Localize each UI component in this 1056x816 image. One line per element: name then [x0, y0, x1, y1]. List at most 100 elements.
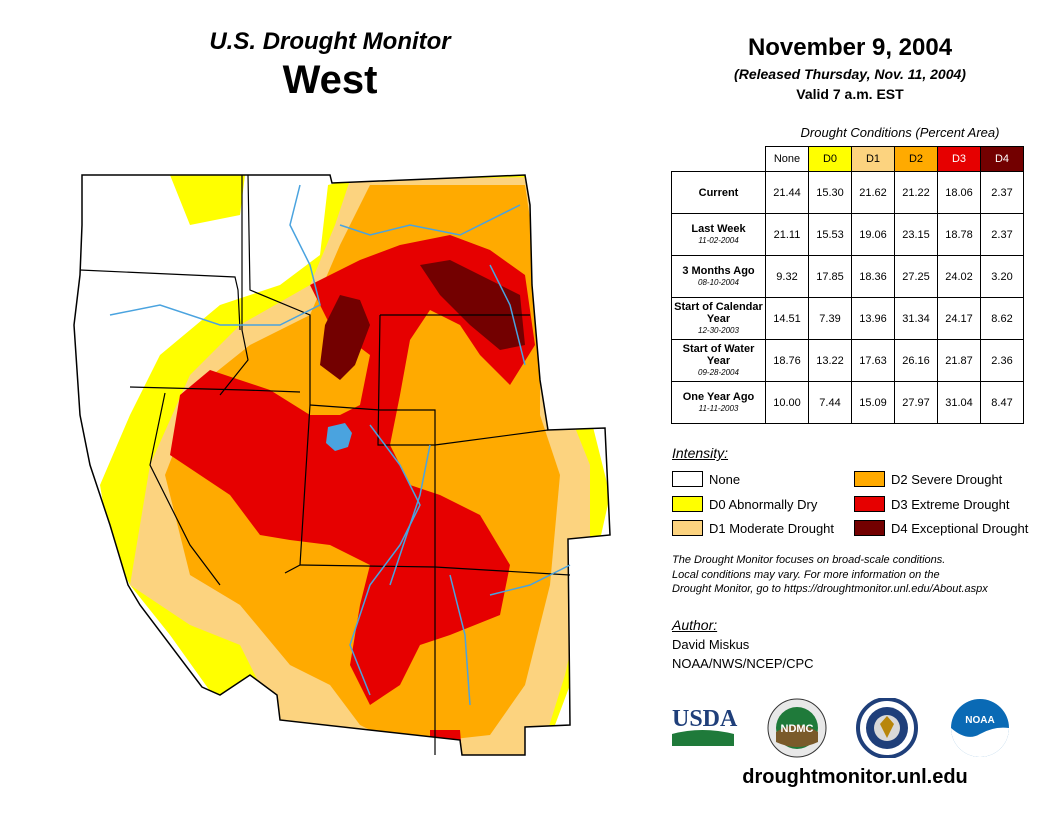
ndmc-logo-text: NDMC — [781, 723, 814, 735]
table-cell: 18.06 — [937, 171, 981, 214]
d4-area-1 — [320, 295, 370, 380]
table-cell: 27.97 — [894, 381, 938, 424]
legend-label: D0 Abnormally Dry — [709, 496, 818, 512]
row-label-text: Current — [698, 186, 739, 199]
row-label: Start of Calendar Year 12-30-2003 — [671, 297, 766, 340]
great-salt-lake — [326, 423, 352, 451]
table-cell: 21.87 — [937, 339, 981, 382]
map-title-block: U.S. Drought Monitor West — [150, 28, 510, 103]
table-cell: 31.34 — [894, 297, 938, 340]
row-label-text: Last Week — [691, 222, 746, 235]
table-cell: 10.00 — [765, 381, 809, 424]
ndmc-logo: NDMC — [767, 698, 827, 758]
table-row: Start of Water Year 09-28-2004 18.76 13.22 1… — [671, 339, 1024, 382]
noaa-logo: NOAA — [951, 699, 1009, 757]
d3-area — [170, 235, 535, 705]
d0-area-north — [170, 175, 245, 225]
author-org: NOAA/NWS/NCEP/CPC — [672, 656, 814, 671]
row-label-text: Start of Water Year — [682, 342, 755, 367]
row-label: Last Week 11-02-2004 — [671, 213, 766, 256]
product-title: U.S. Drought Monitor — [209, 28, 451, 55]
table-row: 3 Months Ago 08-10-2004 9.32 17.85 18.36 27.2… — [671, 255, 1024, 298]
author-name: David Miskus — [672, 637, 750, 652]
legend-label: D3 Extreme Drought — [891, 496, 1010, 512]
row-label-text: 3 Months Ago — [682, 264, 755, 277]
release-date: (Released Thursday, Nov. 11, 2004) — [734, 66, 966, 82]
legend-item: D4 Exceptional Drought — [854, 519, 1028, 537]
website-url[interactable]: droughtmonitor.unl.edu — [742, 766, 968, 788]
map-date: November 9, 2004 — [747, 34, 953, 61]
table-cell: 2.36 — [980, 339, 1024, 382]
row-label: Start of Water Year 09-28-2004 — [671, 339, 766, 382]
table-cell: 18.76 — [765, 339, 809, 382]
table-cell: 24.17 — [937, 297, 981, 340]
legend-item: D1 Moderate Drought — [672, 519, 834, 537]
region-title: West — [282, 58, 378, 102]
col-header: D2 — [894, 146, 938, 172]
col-header: D4 — [980, 146, 1024, 172]
table-caption: Drought Conditions (Percent Area) — [800, 125, 1000, 140]
table-cell: 7.39 — [808, 297, 852, 340]
table-cell: 2.37 — [980, 213, 1024, 256]
row-date: 08-10-2004 — [698, 277, 739, 287]
rivers — [109, 184, 571, 706]
legend-item: D3 Extreme Drought — [854, 495, 1010, 513]
legend-item: D2 Severe Drought — [854, 470, 1002, 488]
col-header: D3 — [937, 146, 981, 172]
d4-area-2 — [420, 260, 525, 350]
row-date: 11-11-2003 — [698, 403, 739, 413]
note-text: The Drought Monitor focuses on broad-sca… — [672, 553, 1042, 597]
legend-label: D4 Exceptional Drought — [891, 520, 1029, 536]
usda-logo: USDA — [672, 706, 738, 746]
row-date: 12-30-2003 — [698, 325, 739, 335]
drought-areas — [74, 175, 610, 755]
table-cell: 21.62 — [851, 171, 895, 214]
author-title: Author: — [672, 617, 718, 633]
table-cell: 21.44 — [765, 171, 809, 214]
row-label: 3 Months Ago 08-10-2004 — [671, 255, 766, 298]
legend-item: None — [672, 470, 740, 488]
row-date: 09-28-2004 — [698, 367, 739, 377]
table-cell: 26.16 — [894, 339, 938, 382]
table-cell: 15.09 — [851, 381, 895, 424]
note-line: Local conditions may vary. For more info… — [672, 568, 940, 581]
table-cell: 18.36 — [851, 255, 895, 298]
drought-conditions-table: None D0 D1 D2 D3 D4 Current 21.44 15.30 21.… — [671, 146, 1024, 424]
table-row: One Year Ago 11-11-2003 10.00 7.44 15.09 27.9… — [671, 381, 1024, 424]
table-cell: 8.62 — [980, 297, 1024, 340]
table-cell: 7.44 — [808, 381, 852, 424]
table-cell: 14.51 — [765, 297, 809, 340]
region-outline — [73, 174, 611, 756]
table-cell: 17.63 — [851, 339, 895, 382]
col-header: D0 — [808, 146, 852, 172]
table-cell: 15.53 — [808, 213, 852, 256]
table-cell: 19.06 — [851, 213, 895, 256]
table-cell: 2.37 — [980, 171, 1024, 214]
table-cell: 13.96 — [851, 297, 895, 340]
col-header: None — [765, 146, 809, 172]
legend-item: D0 Abnormally Dry — [672, 495, 817, 513]
legend-swatch — [672, 496, 703, 512]
table-cell: 23.15 — [894, 213, 938, 256]
commerce-logo — [856, 698, 918, 758]
table-cell: 18.78 — [937, 213, 981, 256]
usda-logo-text: USDA — [672, 706, 738, 732]
row-label: One Year Ago 11-11-2003 — [671, 381, 766, 424]
table-row: Start of Calendar Year 12-30-2003 14.51 7.3… — [671, 297, 1024, 340]
table-cell: 27.25 — [894, 255, 938, 298]
table-cell: 8.47 — [980, 381, 1024, 424]
row-label-text: One Year Ago — [682, 390, 755, 403]
drought-map — [73, 174, 611, 756]
table-cell: 3.20 — [980, 255, 1024, 298]
table-cell: 9.32 — [765, 255, 809, 298]
table-cell: 21.11 — [765, 213, 809, 256]
row-label: Current — [671, 171, 766, 214]
legend-swatch — [854, 471, 885, 487]
agency-logos: USDA NDMC NOAA — [672, 698, 1009, 758]
note-line: The Drought Monitor focuses on broad-sca… — [672, 554, 946, 566]
legend-swatch — [672, 471, 703, 487]
table-cell: 13.22 — [808, 339, 852, 382]
note-line: Drought Monitor, go to https://droughtmo… — [672, 583, 988, 595]
table-cell: 17.85 — [808, 255, 852, 298]
valid-time: Valid 7 a.m. EST — [796, 86, 904, 102]
